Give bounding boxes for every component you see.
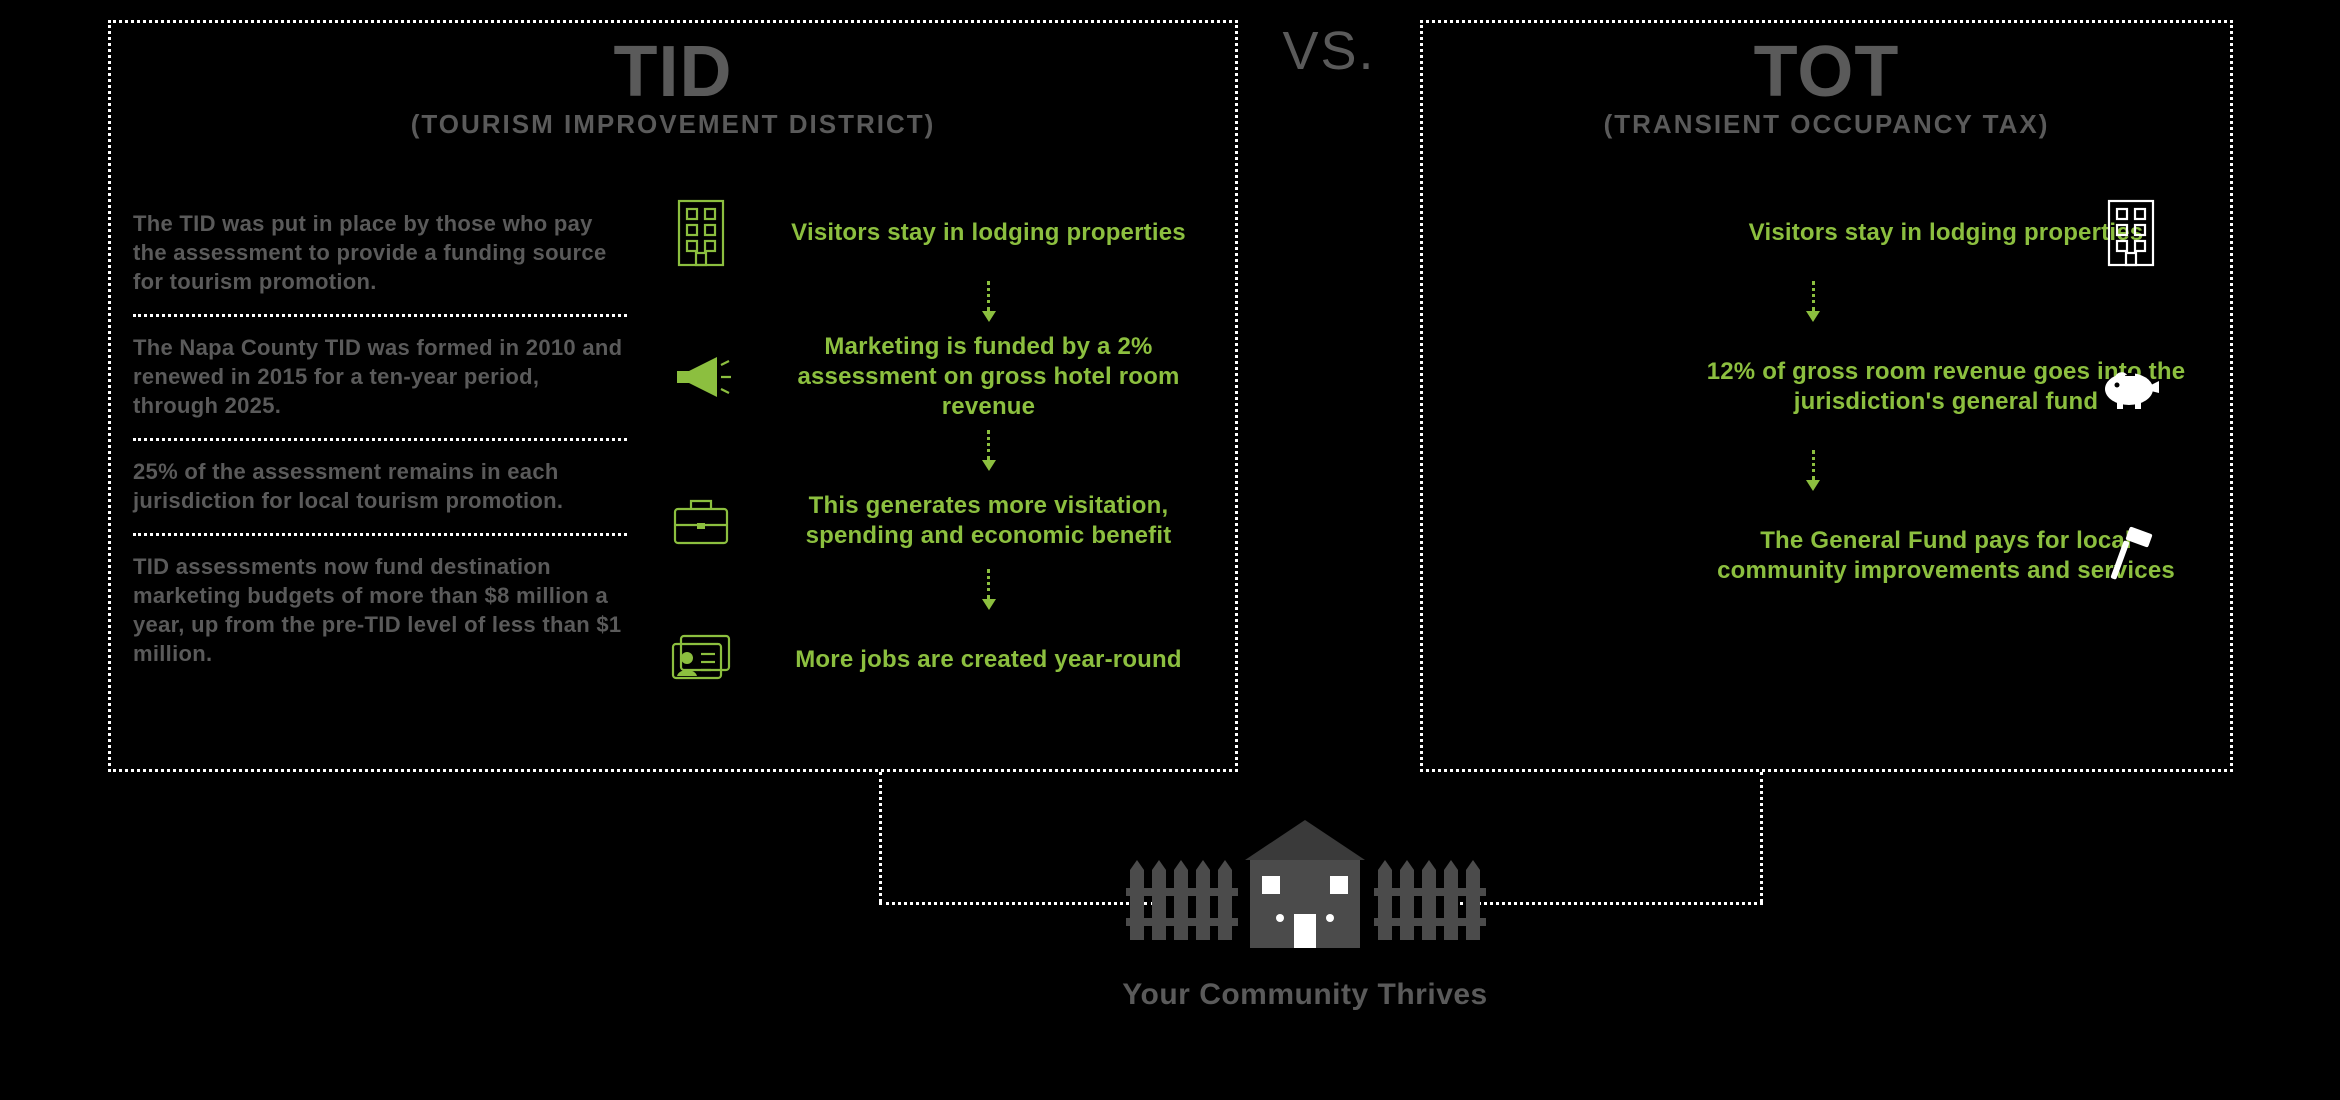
flow-text: Visitors stay in lodging properties <box>766 218 1211 248</box>
tid-fact: The TID was put in place by those who pa… <box>133 193 627 314</box>
tid-flow: Visitors stay in lodging properties Mark… <box>656 193 1211 700</box>
connector-line <box>1760 772 1763 902</box>
id-cards-icon <box>656 632 746 688</box>
flow-step: Marketing is funded by a 2% assessment o… <box>656 332 1211 422</box>
flow-step: Visitors stay in lodging properties <box>1463 193 2196 273</box>
tot-panel: TOT (TRANSIENT OCCUPANCY TAX) Visitors s… <box>1420 20 2233 772</box>
tid-subtitle: (TOURISM IMPROVEMENT DISTRICT) <box>111 109 1235 140</box>
tot-title: TOT <box>1423 31 2230 113</box>
tid-fact: The Napa County TID was formed in 2010 a… <box>133 317 627 438</box>
briefcase-icon <box>656 495 746 547</box>
tid-heading: TID (TOURISM IMPROVEMENT DISTRICT) <box>111 31 1235 140</box>
vs-label: VS. <box>1238 20 1420 82</box>
flow-text: This generates more visitation, spending… <box>766 491 1211 551</box>
tot-heading: TOT (TRANSIENT OCCUPANCY TAX) <box>1423 31 2230 140</box>
community-label: Your Community Thrives <box>1090 978 1520 1012</box>
tot-subtitle: (TRANSIENT OCCUPANCY TAX) <box>1423 109 2230 140</box>
community-block: Your Community Thrives <box>1090 810 1520 1012</box>
tid-facts: The TID was put in place by those who pa… <box>133 193 627 686</box>
flow-text: More jobs are created year-round <box>766 645 1211 675</box>
community-icon <box>1090 810 1520 970</box>
megaphone-icon <box>656 351 746 403</box>
tid-fact: TID assessments now fund destination mar… <box>133 536 627 686</box>
arrow-down-icon <box>766 281 1211 322</box>
flow-text: Marketing is funded by a 2% assessment o… <box>766 332 1211 422</box>
arrow-down-icon <box>766 569 1211 610</box>
tid-fact: 25% of the assessment remains in each ju… <box>133 441 627 533</box>
flow-step: More jobs are created year-round <box>656 620 1211 700</box>
flow-step: 12% of gross room revenue goes into the … <box>1463 332 2196 442</box>
tid-panel: TID (TOURISM IMPROVEMENT DISTRICT) The T… <box>108 20 1238 772</box>
piggy-bank-icon <box>2086 361 2176 413</box>
connector-line <box>879 772 882 902</box>
hammer-icon <box>2086 526 2176 586</box>
arrow-down-icon <box>1563 281 2063 322</box>
tid-title: TID <box>111 31 1235 113</box>
arrow-down-icon <box>766 430 1211 471</box>
flow-step: Visitors stay in lodging properties <box>656 193 1211 273</box>
building-icon <box>656 197 746 269</box>
building-icon <box>2086 197 2176 269</box>
flow-step: The General Fund pays for local communit… <box>1463 501 2196 611</box>
flow-step: This generates more visitation, spending… <box>656 481 1211 561</box>
arrow-down-icon <box>1563 450 2063 491</box>
tot-flow: Visitors stay in lodging properties 12% … <box>1463 193 2196 611</box>
